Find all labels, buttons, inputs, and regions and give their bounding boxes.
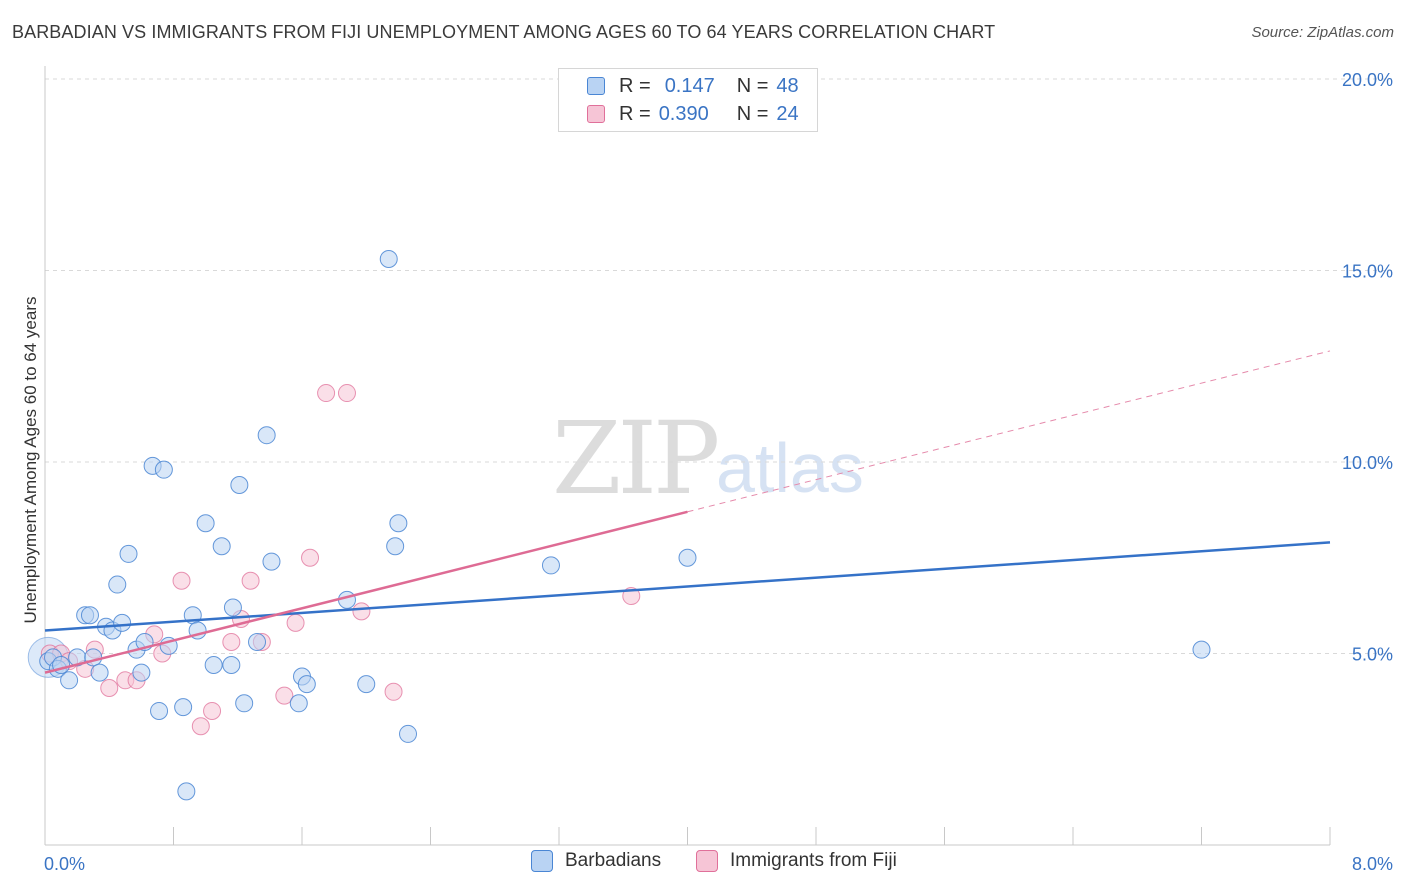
point-fiji: [301, 548, 320, 567]
legend-swatch-pink: [587, 105, 605, 123]
point-barbadians: [297, 675, 316, 694]
point-barbadians: [174, 698, 193, 717]
point-barbadians: [399, 724, 418, 743]
point-barbadians: [108, 575, 127, 594]
point-fiji: [222, 633, 241, 652]
point-fiji: [241, 571, 260, 590]
point-barbadians: [1192, 640, 1211, 659]
point-barbadians: [379, 250, 398, 269]
watermark-atlas: atlas: [716, 429, 864, 507]
point-fiji: [100, 678, 119, 697]
correlation-legend: R = 0.147 N = 48 R = 0.390 N = 24: [558, 68, 818, 132]
point-barbadians: [541, 556, 560, 575]
point-barbadians: [132, 663, 151, 682]
bottom-legend-label: Immigrants from Fiji: [730, 850, 897, 871]
legend-row-fiji: R = 0.390 N = 24: [559, 101, 799, 127]
point-barbadians: [389, 514, 408, 533]
legend-n-value: 24: [776, 102, 799, 125]
point-fiji: [352, 602, 371, 621]
legend-row-barbadians: R = 0.147 N = 48: [559, 73, 799, 99]
point-fiji: [317, 384, 336, 403]
point-fiji: [384, 682, 403, 701]
point-barbadians: [154, 460, 173, 479]
point-barbadians: [262, 552, 281, 571]
point-barbadians: [177, 782, 196, 801]
bottom-legend-label: Barbadians: [565, 850, 662, 871]
legend-n-label: N =: [736, 74, 769, 97]
y-tick-label: 5.0%: [1352, 645, 1393, 665]
source-label: Source: ZipAtlas.com: [1251, 24, 1394, 41]
y-tick-label: 15.0%: [1342, 262, 1393, 282]
point-barbadians: [235, 694, 254, 713]
point-barbadians: [678, 548, 697, 567]
trendline-fiji-extension: [687, 350, 1331, 513]
point-barbadians: [150, 701, 169, 720]
point-barbadians: [289, 694, 308, 713]
legend-r-label: R =: [619, 74, 651, 97]
point-barbadians: [230, 475, 249, 494]
point-fiji: [191, 717, 210, 736]
chart-title: BARBADIAN VS IMMIGRANTS FROM FIJI UNEMPL…: [12, 22, 996, 42]
bottom-legend-swatch-blue: [531, 850, 553, 872]
point-fiji: [203, 701, 222, 720]
legend-n-value: 48: [776, 74, 799, 97]
legend-swatch-blue: [587, 77, 605, 95]
point-barbadians: [248, 633, 267, 652]
x-tick-label: 8.0%: [1352, 854, 1393, 874]
legend-r-value: 0.147: [664, 74, 715, 97]
point-barbadians: [386, 537, 405, 556]
y-tick-label: 10.0%: [1342, 453, 1393, 473]
point-barbadians: [357, 675, 376, 694]
legend-n-label: N =: [736, 102, 769, 125]
bottom-legend-swatch-pink: [696, 850, 718, 872]
point-fiji: [275, 686, 294, 705]
point-fiji: [172, 571, 191, 590]
watermark-zip: ZIP: [552, 400, 720, 517]
point-barbadians: [222, 655, 241, 674]
legend-r-label: R =: [619, 102, 651, 125]
bottom-legend-fiji: Immigrants from Fiji: [696, 850, 897, 872]
trendline-barbadians: [44, 541, 1331, 632]
point-barbadians: [80, 606, 99, 625]
y-tick-label: 20.0%: [1342, 70, 1393, 90]
trendline-fiji: [44, 510, 688, 674]
point-barbadians: [223, 598, 242, 617]
x-tick-label: 0.0%: [44, 854, 85, 874]
point-barbadians: [113, 613, 132, 632]
point-barbadians: [204, 655, 223, 674]
legend-r-value: 0.390: [658, 102, 709, 125]
point-barbadians: [60, 671, 79, 690]
point-barbadians: [212, 537, 231, 556]
point-barbadians: [119, 544, 138, 563]
bottom-legend-barbadians: Barbadians: [531, 850, 661, 872]
y-axis-label: Unemployment Among Ages 60 to 64 years: [21, 297, 40, 624]
point-barbadians: [337, 590, 356, 609]
point-barbadians: [90, 663, 109, 682]
point-fiji: [337, 384, 356, 403]
point-barbadians: [196, 514, 215, 533]
point-fiji: [286, 613, 305, 632]
point-barbadians: [257, 426, 276, 445]
